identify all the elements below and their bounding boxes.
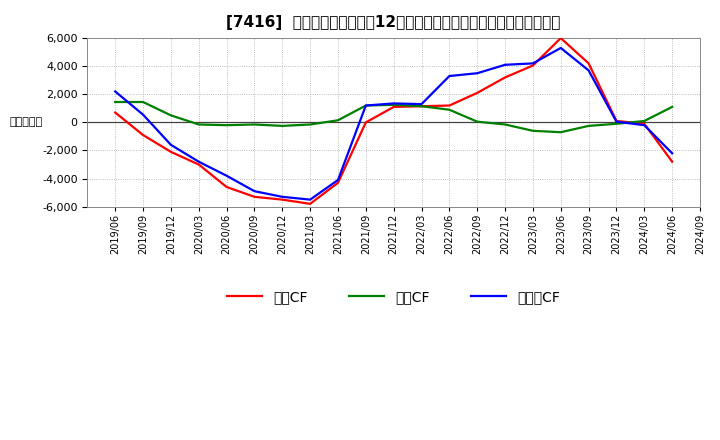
営業CF	[111, 110, 120, 115]
投資CF	[194, 122, 203, 127]
営業CF	[166, 149, 175, 154]
フリーCF	[306, 197, 315, 202]
営業CF	[640, 121, 649, 126]
フリーCF	[361, 103, 370, 108]
営業CF	[361, 120, 370, 125]
投資CF	[139, 99, 148, 105]
フリーCF	[528, 61, 537, 66]
営業CF	[612, 118, 621, 124]
フリーCF	[640, 123, 649, 128]
営業CF	[500, 75, 509, 80]
フリーCF	[166, 142, 175, 147]
フリーCF	[473, 70, 482, 76]
フリーCF	[194, 159, 203, 165]
投資CF	[222, 123, 231, 128]
投資CF	[417, 103, 426, 109]
投資CF	[250, 122, 258, 127]
投資CF	[445, 107, 454, 112]
投資CF	[640, 118, 649, 124]
Line: フリーCF: フリーCF	[115, 48, 672, 200]
営業CF	[194, 162, 203, 167]
投資CF	[111, 99, 120, 105]
フリーCF	[585, 68, 593, 73]
投資CF	[585, 123, 593, 128]
フリーCF	[612, 119, 621, 125]
投資CF	[390, 102, 398, 107]
フリーCF	[139, 112, 148, 117]
投資CF	[361, 103, 370, 108]
フリーCF	[557, 45, 565, 51]
投資CF	[166, 113, 175, 118]
Title: [7416]  キャッシュフローの12か月移動合計の対前年同期増減額の推移: [7416] キャッシュフローの12か月移動合計の対前年同期増減額の推移	[227, 15, 561, 30]
投資CF	[612, 121, 621, 126]
Legend: 営業CF, 投資CF, フリーCF: 営業CF, 投資CF, フリーCF	[222, 284, 566, 309]
投資CF	[557, 129, 565, 135]
フリーCF	[222, 173, 231, 178]
投資CF	[500, 122, 509, 127]
投資CF	[528, 128, 537, 133]
営業CF	[250, 194, 258, 199]
投資CF	[333, 117, 342, 123]
フリーCF	[333, 177, 342, 183]
投資CF	[306, 122, 315, 127]
営業CF	[585, 61, 593, 66]
営業CF	[333, 180, 342, 185]
投資CF	[473, 119, 482, 125]
フリーCF	[278, 194, 287, 199]
営業CF	[139, 132, 148, 138]
フリーCF	[250, 189, 258, 194]
Y-axis label: （百万円）: （百万円）	[9, 117, 42, 127]
Line: 投資CF: 投資CF	[115, 102, 672, 132]
Line: 営業CF: 営業CF	[115, 38, 672, 204]
投資CF	[278, 123, 287, 128]
フリーCF	[445, 73, 454, 79]
フリーCF	[668, 150, 677, 156]
フリーCF	[111, 89, 120, 94]
営業CF	[278, 197, 287, 202]
営業CF	[417, 103, 426, 109]
フリーCF	[500, 62, 509, 67]
営業CF	[390, 104, 398, 110]
営業CF	[222, 184, 231, 190]
フリーCF	[390, 101, 398, 106]
営業CF	[306, 201, 315, 206]
営業CF	[528, 63, 537, 68]
営業CF	[445, 103, 454, 108]
営業CF	[668, 159, 677, 165]
営業CF	[557, 36, 565, 41]
投資CF	[668, 104, 677, 110]
フリーCF	[417, 102, 426, 107]
営業CF	[473, 90, 482, 95]
